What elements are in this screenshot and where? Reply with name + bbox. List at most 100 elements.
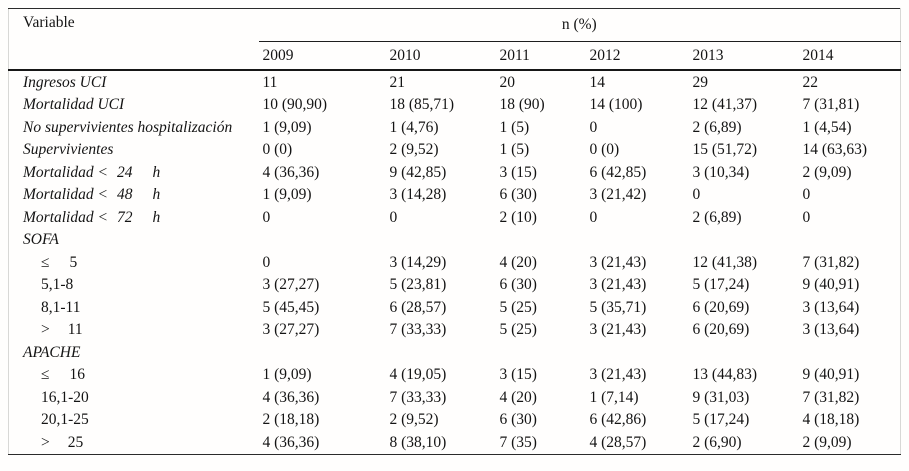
value-cell: 3 (21,42) — [589, 186, 647, 204]
variable-label: Ingresos UCI — [23, 73, 107, 91]
value-cell: 0 — [262, 208, 271, 226]
value-cell: 4 (19,05) — [389, 366, 447, 384]
variable-label: 20,1-25 — [41, 411, 89, 429]
value-cell: 0 — [389, 208, 398, 226]
value-cell: 3 (14,29) — [389, 253, 447, 271]
value-cell — [799, 341, 901, 364]
value-cell: 0 — [589, 118, 598, 136]
value-cell — [586, 341, 689, 364]
value-cell: 4 (36,36) — [262, 433, 320, 451]
value-cell: 6 (30) — [499, 411, 537, 429]
variable-label: No supervivientes hospitalización — [23, 118, 233, 136]
value-cell: 6 (20,69) — [692, 298, 750, 316]
variable-label: SOFA — [23, 231, 59, 249]
table-row: ≤5 0 3 (14,29) 4 (20) 3 (21,43) 12 (41,38) 7 (… — [9, 251, 901, 274]
value-cell: 21 — [389, 73, 406, 91]
value-cell — [496, 229, 586, 252]
variable-label: Mortalidad UCI — [23, 96, 125, 114]
value-cell — [586, 229, 689, 252]
value-cell: 5 (25) — [499, 298, 537, 316]
value-cell: 9 (42,85) — [389, 163, 447, 181]
value-cell — [386, 229, 496, 252]
value-cell: 5 (23,81) — [389, 276, 447, 294]
table-row: >25 4 (36,36) 8 (38,10) 7 (35) 4 (28,57) 2 (6… — [9, 431, 901, 454]
value-cell: 3 (13,64) — [802, 298, 860, 316]
value-cell: 2 (9,52) — [389, 411, 439, 429]
variable-cell: Mortalidad UCI — [9, 94, 259, 117]
year-header-2012: 2012 — [585, 41, 689, 71]
variable-column-header: Variable — [8, 8, 259, 71]
variable-label: > — [41, 433, 50, 451]
value-cell: 2 (9,52) — [389, 141, 439, 159]
value-cell: 4 (36,36) — [262, 163, 320, 181]
table-row: ≤16 1 (9,09) 4 (19,05) 3 (15) 3 (21,43) 13 (4… — [9, 364, 901, 387]
value-cell: 2 (6,89) — [692, 208, 742, 226]
value-cell: 18 (85,71) — [389, 96, 455, 114]
value-cell: 1 (4,76) — [389, 118, 439, 136]
year-header-2010: 2010 — [385, 41, 496, 71]
variable-cell: 8,1-11 — [9, 296, 259, 319]
year-header-2014: 2014 — [798, 41, 901, 71]
value-cell: 6 (42,86) — [589, 411, 647, 429]
value-cell: 9 (40,91) — [802, 276, 860, 294]
value-cell: 15 (51,72) — [692, 141, 758, 159]
value-cell: 0 — [692, 186, 701, 204]
table-row: Supervivientes 0 (0) 2 (9,52) 1 (5) 0 (0) 15 … — [9, 139, 901, 162]
variable-label: 72 — [116, 208, 133, 226]
value-cell — [689, 229, 799, 252]
variable-label: 24 — [116, 163, 133, 181]
value-cell: 5 (35,71) — [589, 298, 647, 316]
table-row: Mortalidad < 24 h 4 (36,36) 9 (42,85) 3 (15) 6… — [9, 161, 901, 184]
value-cell: 6 (20,69) — [692, 321, 750, 339]
variable-cell: 5,1-8 — [9, 274, 259, 297]
value-cell: 1 (9,09) — [262, 186, 312, 204]
value-cell — [386, 341, 496, 364]
value-cell: 14 — [589, 73, 606, 91]
variable-cell: >11 — [9, 319, 259, 342]
value-cell: 4 (36,36) — [262, 388, 320, 406]
table-row: >11 3 (27,27) 7 (33,33) 5 (25) 3 (21,43) 6 (2… — [9, 319, 901, 342]
value-cell: 1 (4,54) — [802, 118, 852, 136]
value-cell: 2 (9,09) — [802, 163, 852, 181]
value-cell: 10 (90,90) — [262, 96, 328, 114]
value-cell: 0 (0) — [262, 141, 293, 159]
year-header-2011: 2011 — [495, 41, 586, 71]
variable-label: > — [41, 321, 50, 339]
table-row: Mortalidad < 72 h 0 0 2 (10) 0 2 (6,89) 0 — [9, 206, 901, 229]
variable-label: 16,1-20 — [41, 388, 89, 406]
value-cell — [259, 341, 386, 364]
variable-cell: SOFA — [9, 229, 259, 252]
value-cell: 3 (21,43) — [589, 276, 647, 294]
value-cell: 3 (21,43) — [589, 321, 647, 339]
year-header-2013: 2013 — [688, 41, 799, 71]
value-cell: 0 (0) — [589, 141, 620, 159]
value-cell: 6 (30) — [499, 186, 537, 204]
variable-label: 8,1-11 — [41, 298, 81, 316]
value-cell: 5 (17,24) — [692, 411, 750, 429]
variable-cell: 20,1-25 — [9, 409, 259, 432]
value-cell: 0 — [802, 208, 811, 226]
variable-label: 5,1-8 — [41, 276, 74, 294]
variable-cell: Supervivientes — [9, 139, 259, 162]
value-cell: 1 (7,14) — [589, 388, 639, 406]
value-cell: 1 (5) — [499, 118, 530, 136]
variable-cell: ≤16 — [9, 364, 259, 387]
variable-label: 16 — [69, 366, 86, 384]
variable-label: 48 — [116, 186, 133, 204]
value-cell: 3 (15) — [499, 163, 537, 181]
variable-label: Mortalidad < — [23, 208, 108, 226]
table-row: 16,1-20 4 (36,36) 7 (33,33) 4 (20) 1 (7,14) 9… — [9, 386, 901, 409]
value-cell: 3 (13,64) — [802, 321, 860, 339]
value-cell: 6 (42,85) — [589, 163, 647, 181]
value-cell: 3 (21,43) — [589, 253, 647, 271]
value-cell: 3 (21,43) — [589, 366, 647, 384]
variable-cell: Mortalidad < 48 h — [9, 184, 259, 207]
table-row: SOFA — [9, 229, 901, 252]
value-cell: 3 (15) — [499, 366, 537, 384]
value-cell — [496, 341, 586, 364]
value-cell — [689, 341, 799, 364]
value-cell: 3 (27,27) — [262, 276, 320, 294]
variable-label: h — [152, 186, 161, 204]
table-body: Ingresos UCI 11 21 20 14 29 22 Mortalidad UCI 10… — [9, 70, 901, 454]
